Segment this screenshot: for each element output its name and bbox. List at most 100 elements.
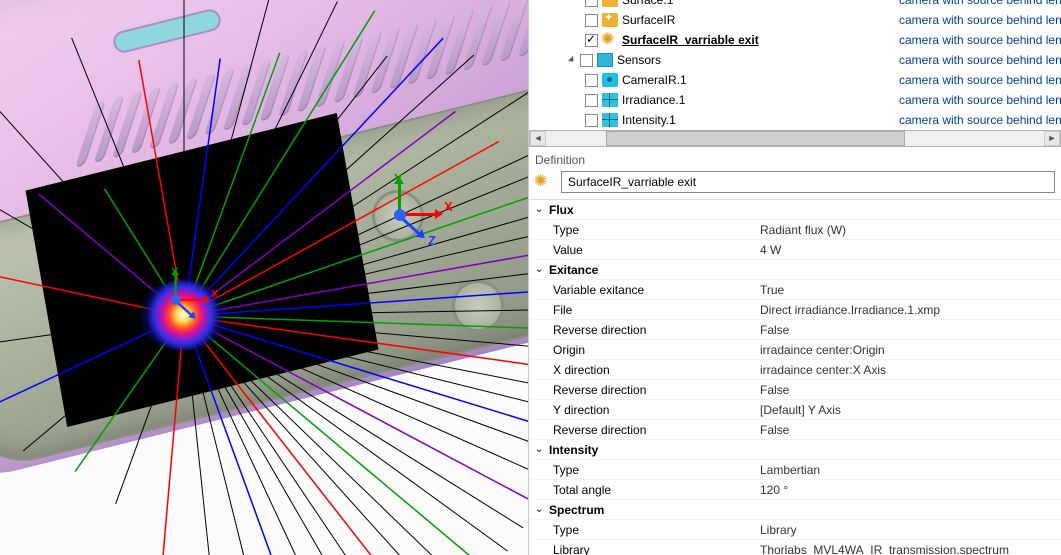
- property-row[interactable]: Variable exitance True: [529, 280, 1061, 300]
- property-value[interactable]: Direct irradiance.Irradiance.1.xmp: [754, 303, 1061, 317]
- property-row[interactable]: Reverse direction False: [529, 420, 1061, 440]
- tree-checkbox[interactable]: [585, 34, 598, 47]
- tree-item-label[interactable]: SurfaceIR: [622, 13, 675, 27]
- property-group-label: Intensity: [549, 443, 598, 457]
- property-key: Y direction: [553, 403, 609, 417]
- property-row[interactable]: Origin irradaince center:Origin: [529, 340, 1061, 360]
- property-row[interactable]: Library Thorlabs_MVL4WA_IR_transmission.s…: [529, 540, 1061, 555]
- ray-line: [184, 316, 445, 555]
- ray-line: [139, 60, 184, 316]
- scroll-track[interactable]: [546, 131, 1044, 146]
- tree-item[interactable]: Irradiance.1 camera with source behind le…: [529, 90, 1061, 110]
- tree-checkbox[interactable]: [580, 54, 593, 67]
- property-key: Value: [553, 243, 583, 257]
- property-row[interactable]: Y direction [Default] Y Axis: [529, 400, 1061, 420]
- viewport-3d[interactable]: X Y Z X Y: [0, 0, 528, 555]
- tree-item-description: camera with source behind lens.3: [899, 73, 1061, 87]
- tree-item[interactable]: Sensorscamera with source behind lens.3: [529, 50, 1061, 70]
- property-group[interactable]: ⌄Spectrum: [529, 500, 1061, 520]
- tree-item[interactable]: SurfaceIR camera with source behind lens.…: [529, 10, 1061, 30]
- tree-expander[interactable]: [567, 55, 577, 65]
- property-key: Library: [553, 543, 590, 555]
- property-row[interactable]: Reverse direction False: [529, 320, 1061, 340]
- ray-line: [184, 1, 337, 316]
- tree-checkbox[interactable]: [585, 0, 598, 7]
- camera-icon: [602, 73, 618, 87]
- property-key: Total angle: [553, 483, 611, 497]
- scroll-thumb[interactable]: [606, 131, 905, 146]
- property-row[interactable]: Type Lambertian: [529, 460, 1061, 480]
- property-key: Variable exitance: [553, 283, 644, 297]
- property-value[interactable]: 120 °: [754, 483, 1061, 497]
- ray-line: [184, 316, 424, 555]
- property-key: Reverse direction: [553, 423, 646, 437]
- chevron-down-icon[interactable]: ⌄: [535, 504, 547, 515]
- property-row[interactable]: Value 4 W: [529, 240, 1061, 260]
- property-value[interactable]: Thorlabs_MVL4WA_IR_transmission.spectrum: [754, 543, 1061, 555]
- chevron-down-icon[interactable]: ⌄: [535, 204, 547, 215]
- tree-item[interactable]: Intensity.1camera with source behind len…: [529, 110, 1061, 130]
- property-value[interactable]: 4 W: [754, 243, 1061, 257]
- ray-line: [184, 316, 523, 528]
- property-grid[interactable]: ⌄FluxTypeRadiant flux (W)Value4 W⌄Exitan…: [529, 199, 1061, 555]
- property-key: Type: [553, 223, 579, 237]
- ray-line: [184, 38, 443, 316]
- tree-item-description: camera with source behind lens.3: [899, 33, 1061, 47]
- property-value[interactable]: Radiant flux (W): [754, 223, 1061, 237]
- source-icon: [535, 175, 551, 189]
- simulation-tree[interactable]: Surface.1 camera with source behind lens.…: [529, 0, 1061, 130]
- property-group-label: Exitance: [549, 263, 598, 277]
- axis-x-label: X: [211, 287, 218, 299]
- tree-item-label[interactable]: Sensors: [617, 53, 661, 67]
- axis-origin: [171, 295, 181, 305]
- property-value[interactable]: [Default] Y Axis: [754, 403, 1061, 417]
- chevron-down-icon[interactable]: ⌄: [535, 264, 547, 275]
- scroll-left-arrow[interactable]: ◄: [530, 131, 546, 146]
- property-row[interactable]: Total angle 120 °: [529, 480, 1061, 500]
- tree-item-label[interactable]: Intensity.1: [622, 113, 676, 127]
- ray-line: [184, 316, 508, 551]
- tree-checkbox[interactable]: [585, 74, 598, 87]
- ray-line: [72, 38, 184, 316]
- tree-item[interactable]: Surface.1camera with source behind lens.…: [529, 0, 1061, 10]
- tree-checkbox[interactable]: [585, 114, 598, 127]
- property-value[interactable]: False: [754, 383, 1061, 397]
- tree-item[interactable]: SurfaceIR_varriable exit camera with sour…: [529, 30, 1061, 50]
- property-row[interactable]: Type Radiant flux (W): [529, 220, 1061, 240]
- property-row[interactable]: FileDirect irradiance.Irradiance.1.xmp: [529, 300, 1061, 320]
- tree-item-description: camera with source behind lens.3: [899, 13, 1061, 27]
- property-value[interactable]: irradaince center:Origin: [754, 343, 1061, 357]
- chevron-down-icon[interactable]: ⌄: [535, 444, 547, 455]
- source-name-field[interactable]: [561, 171, 1055, 193]
- property-value[interactable]: Lambertian: [754, 463, 1061, 477]
- property-value[interactable]: True: [754, 283, 1061, 297]
- ray-line: [184, 316, 528, 504]
- property-row[interactable]: Reverse directionFalse: [529, 380, 1061, 400]
- property-key: Type: [553, 463, 579, 477]
- grid-icon: [602, 113, 618, 127]
- tree-horizontal-scrollbar[interactable]: ◄ ►: [529, 130, 1061, 147]
- tree-item-label[interactable]: CameraIR.1: [622, 73, 687, 87]
- tree-item-label[interactable]: SurfaceIR_varriable exit: [622, 33, 759, 47]
- property-key: Origin: [553, 343, 585, 357]
- property-group[interactable]: ⌄Exitance: [529, 260, 1061, 280]
- property-value[interactable]: False: [754, 323, 1061, 337]
- property-key: Reverse direction: [553, 323, 646, 337]
- tree-item-description: camera with source behind lens.3: [899, 93, 1061, 107]
- tree-checkbox[interactable]: [585, 94, 598, 107]
- ray-line: [184, 11, 375, 316]
- property-value[interactable]: irradaince center:X Axis: [754, 363, 1061, 377]
- property-row[interactable]: TypeLibrary: [529, 520, 1061, 540]
- sensors-icon: [597, 53, 613, 67]
- tree-item-label[interactable]: Surface.1: [622, 0, 673, 7]
- property-value[interactable]: Library: [754, 523, 1061, 537]
- property-row[interactable]: X directionirradaince center:X Axis: [529, 360, 1061, 380]
- property-group[interactable]: ⌄Flux: [529, 200, 1061, 220]
- property-group[interactable]: ⌄Intensity: [529, 440, 1061, 460]
- tree-item[interactable]: CameraIR.1 camera with source behind lens…: [529, 70, 1061, 90]
- tree-checkbox[interactable]: [585, 14, 598, 27]
- property-value[interactable]: False: [754, 423, 1061, 437]
- definition-section: Definition ⌄FluxTypeRadiant flux (W)Valu…: [529, 147, 1061, 555]
- scroll-right-arrow[interactable]: ►: [1044, 131, 1060, 146]
- tree-item-label[interactable]: Irradiance.1: [622, 93, 685, 107]
